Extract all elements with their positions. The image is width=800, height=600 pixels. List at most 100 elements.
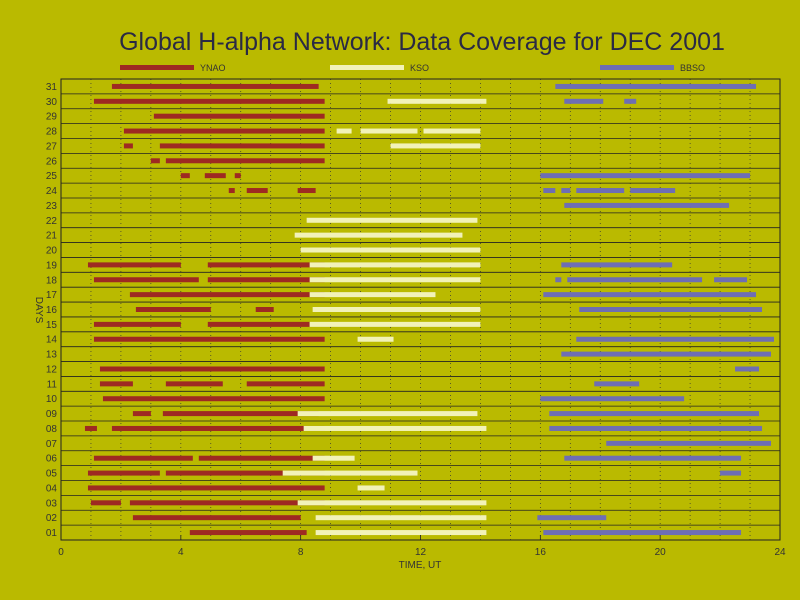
coverage-bar-bbso [537,515,607,521]
coverage-bar-bbso [540,173,751,179]
coverage-bar-kso [360,128,418,134]
coverage-bar-ynao [246,188,268,194]
y-tick-label: 10 [46,394,58,405]
coverage-bar-kso [303,425,487,431]
y-tick-label: 30 [46,97,58,108]
coverage-bar-ynao [207,277,325,283]
coverage-bar-kso [357,336,394,342]
x-tick-label: 8 [298,547,304,558]
legend-label-ynao: YNAO [200,63,226,73]
coverage-bar-ynao [165,158,325,164]
y-tick-label: 08 [46,424,58,435]
coverage-bar-kso [306,217,478,223]
coverage-bar-ynao [93,98,325,104]
y-tick-label: 14 [46,335,58,346]
coverage-bar-bbso [576,188,625,194]
coverage-bar-bbso [606,440,772,446]
coverage-bar-kso [300,247,481,253]
coverage-bar-ynao [87,485,325,491]
coverage-bar-kso [357,485,385,491]
legend-swatch-ynao [120,65,194,70]
y-tick-label: 26 [46,156,58,167]
coverage-bar-ynao [135,307,211,312]
y-tick-label: 23 [46,201,58,212]
coverage-bar-kso [387,98,487,104]
coverage-bar-kso [336,128,352,134]
x-tick-label: 0 [58,547,64,558]
chart-title: Global H-alpha Network: Data Coverage fo… [119,28,725,56]
coverage-bar-bbso [549,411,760,417]
coverage-bar-ynao [93,336,325,342]
y-tick-label: 31 [46,82,58,93]
coverage-bar-bbso [543,188,556,194]
y-tick-label: 18 [46,275,58,286]
y-tick-label: 27 [46,141,58,152]
coverage-bar-kso [309,277,481,283]
coverage-bar-bbso [564,98,604,104]
coverage-bar-bbso [735,366,760,372]
coverage-bar-ynao [150,158,160,164]
coverage-bar-bbso [630,188,676,194]
coverage-bar-ynao [123,143,133,149]
coverage-bar-ynao [198,455,325,461]
legend-label-kso: KSO [410,63,429,73]
coverage-bar-kso [309,321,481,327]
coverage-bar-bbso [624,98,637,104]
legend-swatch-bbso [600,65,674,70]
legend-label-bbso: BBSO [680,63,705,73]
coverage-bar-kso [297,500,487,506]
x-axis-label: TIME, UT [399,560,442,571]
y-tick-label: 15 [46,320,58,331]
x-tick-label: 16 [535,547,547,558]
coverage-bar-ynao [129,500,325,506]
y-tick-label: 07 [46,439,58,450]
y-tick-label: 24 [46,186,58,197]
y-tick-label: 06 [46,454,58,465]
coverage-bar-kso [297,411,478,417]
coverage-bar-bbso [564,202,730,208]
coverage-bars [84,83,775,536]
coverage-bar-ynao [159,143,325,149]
coverage-bar-ynao [87,262,181,268]
y-tick-label: 20 [46,246,58,257]
y-tick-label: 28 [46,127,58,138]
coverage-bar-ynao [90,500,121,506]
coverage-bar-ynao [93,321,181,327]
coverage-bar-ynao [129,292,325,298]
y-tick-label: 02 [46,513,58,524]
coverage-bar-kso [309,292,436,298]
x-axis: 0 4 8 12 16 20 24 [58,535,786,558]
y-tick-label: 25 [46,171,58,182]
x-tick-label: 24 [774,547,786,558]
coverage-bar-bbso [549,425,763,431]
coverage-bar-kso [390,143,481,149]
coverage-bar-ynao [102,396,325,402]
coverage-bar-bbso [555,83,757,89]
x-tick-label: 12 [415,547,427,558]
legend: YNAO KSO BBSO [120,63,705,73]
coverage-bar-bbso [720,470,742,476]
coverage-bar-ynao [255,307,274,312]
y-tick-label: 29 [46,112,58,123]
y-tick-label: 04 [46,483,58,494]
coverage-bar-kso [315,530,487,536]
x-tick-label: 4 [178,547,184,558]
coverage-bar-ynao [207,321,310,327]
y-tick-label: 09 [46,409,58,420]
coverage-bar-bbso [576,336,775,342]
coverage-bar-ynao [99,366,325,372]
y-tick-label: 13 [46,350,58,361]
coverage-bar-bbso [555,277,562,283]
coverage-bar-ynao [99,381,133,387]
coverage-bar-ynao [165,470,325,476]
coverage-bar-ynao [162,411,319,417]
coverage-bar-bbso [540,396,685,402]
coverage-bar-ynao [84,425,97,431]
coverage-bar-ynao [93,277,199,283]
coverage-bar-ynao [93,455,193,461]
legend-swatch-kso [330,65,404,70]
coverage-bar-ynao [228,188,235,194]
y-tick-label: 17 [46,290,58,301]
